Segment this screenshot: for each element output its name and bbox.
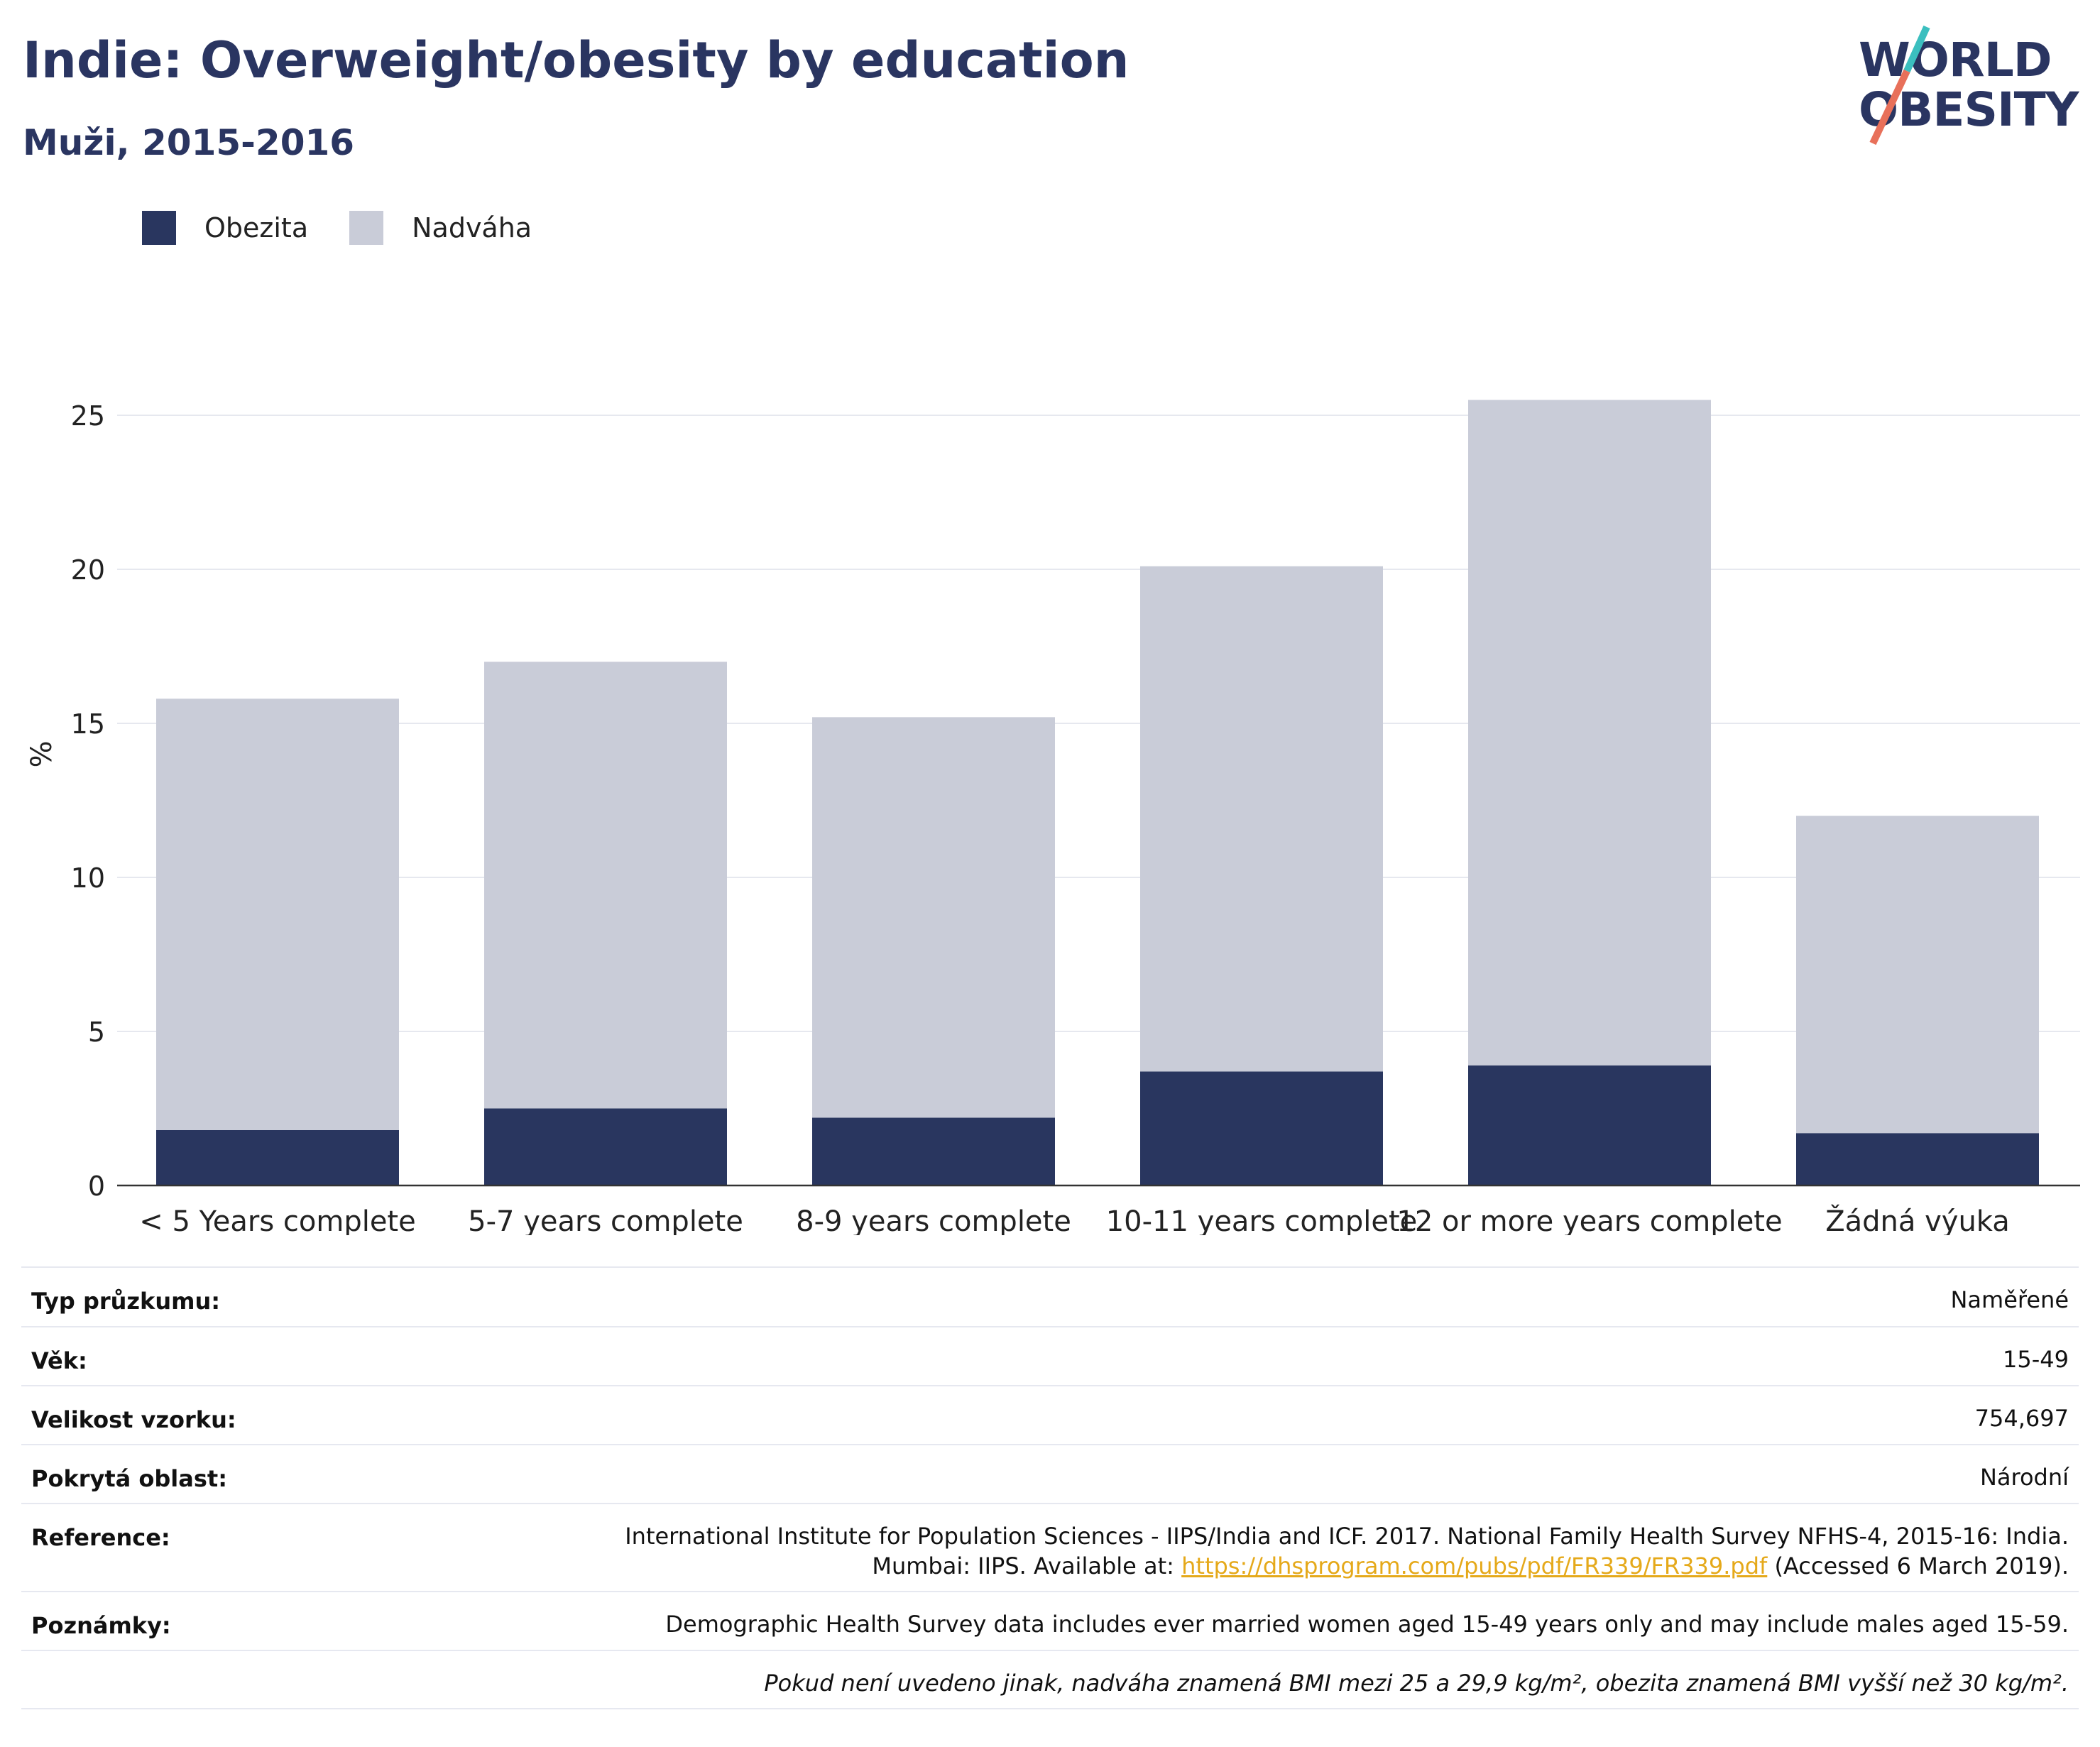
info-value-coverage: Národní xyxy=(1979,1464,2069,1491)
x-tick-label-0: < 5 Years complete xyxy=(139,1205,415,1235)
reference-link[interactable]: https://dhsprogram.com/pubs/pdf/FR339/FR… xyxy=(1181,1552,1768,1579)
bar-nadvaha-2 xyxy=(812,717,1055,1118)
bar-nadvaha-0 xyxy=(156,699,399,1130)
info-value-sample-size: 754,697 xyxy=(1974,1405,2069,1432)
info-row-sample-size: Velikost vzorku: 754,697 xyxy=(21,1385,2079,1444)
bar-obezita-4 xyxy=(1468,1065,1711,1185)
bar-obezita-5 xyxy=(1796,1133,2039,1185)
bar-nadvaha-4 xyxy=(1468,400,1711,1066)
y-tick-label-5: 5 xyxy=(88,1017,105,1048)
x-tick-label-4: 12 or more years complete xyxy=(1396,1205,1782,1235)
legend-label-nadvaha: Nadváha xyxy=(412,212,532,243)
y-tick-label-20: 20 xyxy=(71,554,105,586)
y-axis-label: % xyxy=(26,740,58,767)
info-label-notes: Poznámky: xyxy=(31,1612,171,1639)
reference-line-2-suffix: (Accessed 6 March 2019). xyxy=(1767,1552,2069,1579)
bar-nadvaha-5 xyxy=(1796,816,2039,1134)
info-table: Typ průzkumu: Naměřené Věk: 15-49 Veliko… xyxy=(21,1266,2079,1709)
chart-subtitle: Muži, 2015-2016 xyxy=(23,122,355,163)
logo-slash-icon xyxy=(1869,25,1930,146)
info-label-sample-size: Velikost vzorku: xyxy=(31,1406,236,1433)
chart-legend: Obezita Nadváha xyxy=(142,210,573,246)
bar-obezita-3 xyxy=(1140,1071,1383,1185)
info-value-reference: International Institute for Population S… xyxy=(625,1521,2069,1581)
info-footnote: Pokud není uvedeno jinak, nadváha znamen… xyxy=(764,1670,2069,1697)
info-label-age: Věk: xyxy=(31,1347,87,1374)
y-tick-label-15: 15 xyxy=(71,708,105,740)
info-row-notes: Poznámky: Demographic Health Survey data… xyxy=(21,1591,2079,1650)
info-label-reference: Reference: xyxy=(31,1524,170,1551)
bar-nadvaha-1 xyxy=(484,662,727,1109)
bar-obezita-2 xyxy=(812,1117,1055,1185)
info-value-survey-type: Naměřené xyxy=(1950,1286,2069,1313)
info-label-coverage: Pokrytá oblast: xyxy=(31,1465,227,1492)
legend-label-obezita: Obezita xyxy=(204,212,309,243)
reference-line-1: International Institute for Population S… xyxy=(625,1523,2069,1550)
reference-line-2-prefix: Mumbai: IIPS. Available at: xyxy=(872,1552,1182,1579)
info-value-notes: Demographic Health Survey data includes … xyxy=(665,1611,2069,1638)
x-tick-label-5: Žádná výuka xyxy=(1825,1204,2010,1235)
info-label-survey-type: Typ průzkumu: xyxy=(31,1288,221,1315)
bar-obezita-1 xyxy=(484,1108,727,1185)
bar-obezita-0 xyxy=(156,1129,399,1185)
legend-item-obezita[interactable]: Obezita xyxy=(142,211,308,245)
bar-chart: 0 5 10 15 20 25% < 5 Years complete 5-7 years c… xyxy=(26,400,2080,1235)
info-row-age: Věk: 15-49 xyxy=(21,1326,2079,1385)
x-tick-label-1: 5-7 years complete xyxy=(468,1205,743,1235)
legend-swatch-obezita xyxy=(142,211,176,245)
bar-nadvaha-3 xyxy=(1140,566,1383,1072)
info-row-coverage: Pokrytá oblast: Národní xyxy=(21,1444,2079,1503)
world-obesity-logo: WORLD OBESITY xyxy=(1853,21,2087,149)
info-row-survey-type: Typ průzkumu: Naměřené xyxy=(21,1266,2079,1326)
x-tick-label-2: 8-9 years complete xyxy=(796,1205,1071,1235)
legend-item-nadvaha[interactable]: Nadváha xyxy=(349,211,532,245)
logo-line-world: WORLD xyxy=(1859,33,2052,87)
y-tick-label-25: 25 xyxy=(71,400,105,432)
info-value-age: 15-49 xyxy=(2003,1346,2069,1373)
y-tick-label-10: 10 xyxy=(71,862,105,894)
y-tick-label-0: 0 xyxy=(88,1171,105,1202)
info-row-footnote: Pokud není uvedeno jinak, nadváha znamen… xyxy=(21,1650,2079,1709)
legend-swatch-nadvaha xyxy=(349,211,384,245)
chart-title: Indie: Overweight/obesity by education xyxy=(23,31,1130,89)
info-row-reference: Reference: International Institute for P… xyxy=(21,1503,2079,1591)
x-tick-label-3: 10-11 years complete xyxy=(1106,1205,1418,1235)
